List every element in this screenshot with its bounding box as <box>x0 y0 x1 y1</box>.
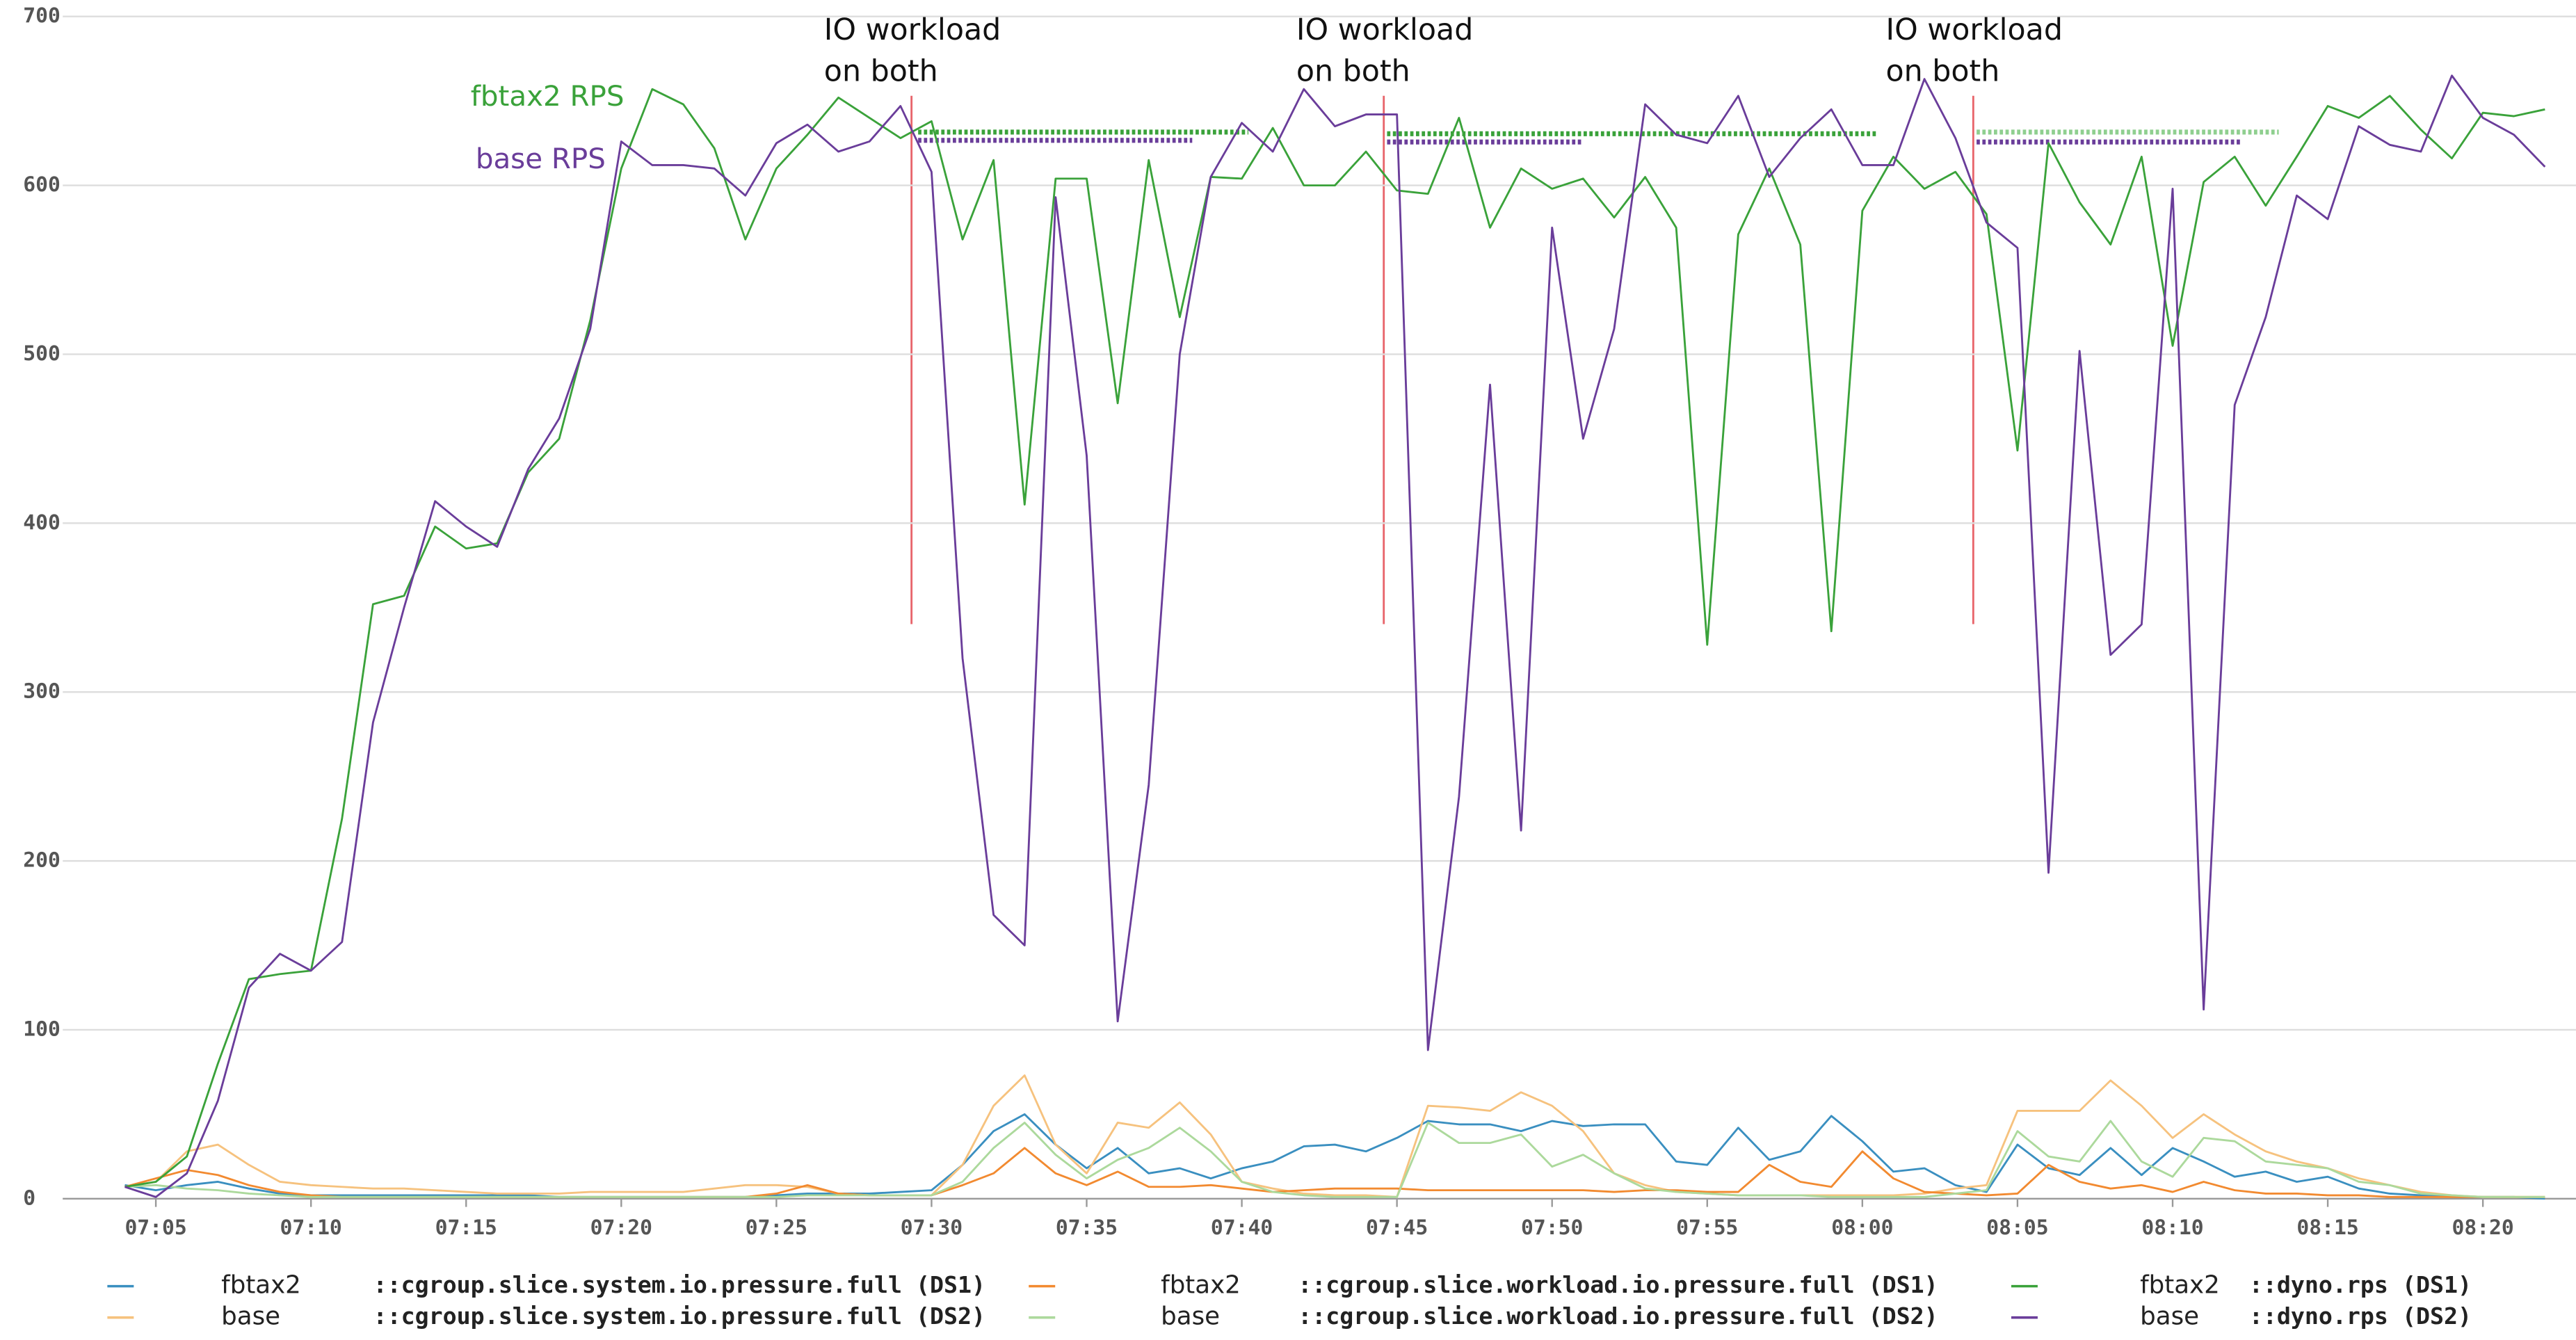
y-tick-label: 300 <box>23 679 61 703</box>
annotation-markers <box>910 95 2279 624</box>
x-tick-label: 07:55 <box>1676 1215 1738 1239</box>
x-tick-label: 07:40 <box>1211 1215 1273 1239</box>
x-tick-label: 07:05 <box>124 1215 186 1239</box>
x-tick-label: 07:30 <box>901 1215 963 1239</box>
legend-metric: ::cgroup.slice.system.io.pressure.full (… <box>373 1302 985 1330</box>
x-tick-label: 08:20 <box>2452 1215 2513 1239</box>
series-line <box>124 1120 2545 1198</box>
series-line <box>124 1113 2545 1200</box>
legend-name: base <box>2140 1302 2199 1331</box>
x-tick-label: 08:10 <box>2141 1215 2203 1239</box>
annotation: IO workload <box>1296 13 1473 47</box>
x-tick-label: 07:10 <box>280 1215 342 1239</box>
legend-metric: ::cgroup.slice.workload.io.pressure.full… <box>1298 1302 1938 1330</box>
series-line <box>124 74 2546 1198</box>
annotation: IO workload <box>824 13 1001 47</box>
y-tick-label: 100 <box>23 1016 61 1040</box>
legend-name: base <box>1161 1302 1220 1331</box>
y-tick-label: 700 <box>23 3 61 27</box>
annotation: on both <box>1886 54 2000 88</box>
series-line <box>124 88 2545 1188</box>
legend-name: fbtax2 <box>221 1271 301 1300</box>
legend-name: base <box>221 1302 280 1331</box>
legend-metric: ::cgroup.slice.workload.io.pressure.full… <box>1298 1271 1938 1298</box>
legend-metric: ::dyno.rps (DS2) <box>2249 1302 2472 1330</box>
x-tick-label: 07:20 <box>590 1215 652 1239</box>
y-tick-label: 600 <box>23 172 61 196</box>
series-line <box>124 1074 2545 1198</box>
series-label: base RPS <box>476 143 606 175</box>
legend-metric: ::cgroup.slice.system.io.pressure.full (… <box>373 1271 985 1298</box>
x-tick-label: 08:15 <box>2296 1215 2358 1239</box>
x-tick-label: 07:35 <box>1056 1215 1118 1239</box>
annotation: IO workload <box>1886 13 2063 47</box>
y-tick-label: 500 <box>23 341 61 365</box>
legend-name: fbtax2 <box>1161 1271 1241 1300</box>
series-line <box>124 1147 2545 1198</box>
y-tick-label: 0 <box>23 1185 35 1209</box>
x-tick-label: 07:25 <box>746 1215 807 1239</box>
legend-metric: ::dyno.rps (DS1) <box>2249 1271 2472 1298</box>
annotation: on both <box>1296 54 1410 88</box>
x-tick-label: 07:45 <box>1366 1215 1428 1239</box>
x-tick-label: 07:50 <box>1521 1215 1583 1239</box>
x-tick-label: 08:05 <box>1986 1215 2048 1239</box>
annotation: on both <box>824 54 938 88</box>
y-tick-label: 400 <box>23 510 61 534</box>
y-tick-label: 200 <box>23 848 61 872</box>
x-tick-label: 08:00 <box>1831 1215 1893 1239</box>
legend-name: fbtax2 <box>2140 1271 2220 1300</box>
x-tick-label: 07:15 <box>435 1215 497 1239</box>
series-label: fbtax2 RPS <box>471 80 625 113</box>
